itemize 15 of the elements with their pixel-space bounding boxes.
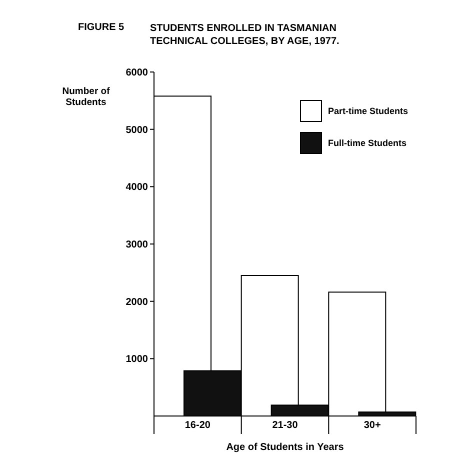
x-tick-label: 16-20 [184,420,211,431]
x-tick-label: 21-30 [272,420,298,431]
x-axis-title: Age of Students in Years [225,442,345,453]
legend-label: Full-time Students [328,138,406,148]
y-tick-label: 6000 [126,68,148,79]
chart-title: STUDENTS ENROLLED IN TASMANIAN TECHNICAL COLLEGES, BY AGE, 1977. [150,22,340,48]
caption: FIGURE 5 [78,22,124,33]
y-tick-label: 4000 [126,182,148,194]
y-tick-label: 3000 [126,240,148,251]
y-axis-title: Number of Students [61,86,111,108]
y-tick-label: 5000 [126,124,148,136]
legend-label: Part-time Students [328,106,408,116]
x-tick-label: 30+ [364,420,381,431]
y-tick-label: 1000 [126,354,148,366]
y-tick-label: 2000 [126,296,148,308]
